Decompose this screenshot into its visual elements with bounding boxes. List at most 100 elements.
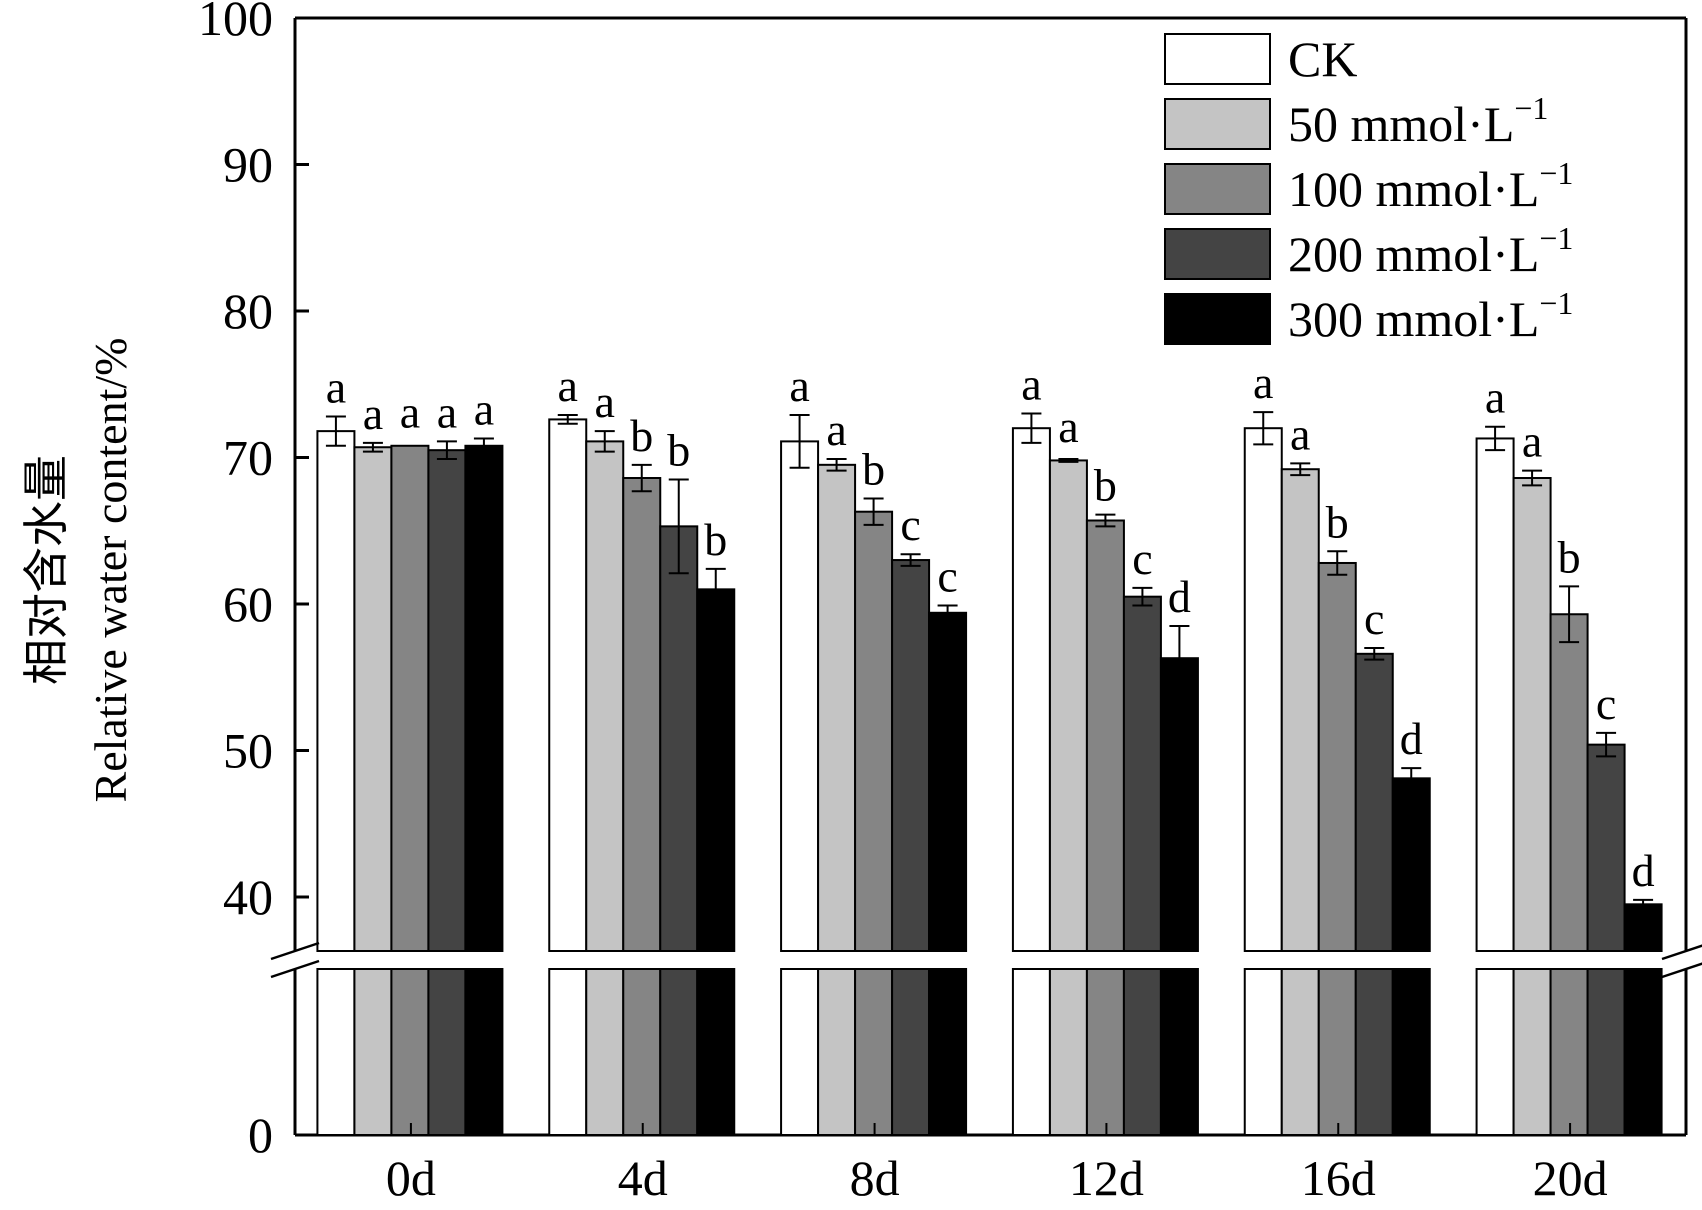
x-tick-label: 4d [618, 1150, 668, 1206]
axis-break-mark [1661, 944, 1702, 961]
significance-label: c [1132, 533, 1152, 584]
bar [1317, 561, 1357, 952]
significance-label: b [704, 514, 727, 565]
bar-lower-segment [659, 968, 699, 1136]
bar [1586, 743, 1626, 953]
significance-label: b [862, 444, 885, 495]
significance-label: a [1485, 372, 1505, 423]
legend-label-main: 100 mmol·L [1288, 161, 1539, 217]
bar-lower-segment [316, 968, 356, 1136]
bar-lower-segment [1011, 968, 1051, 1136]
bar [891, 559, 931, 952]
bar-lower-segment [1354, 968, 1394, 1136]
bar [1280, 468, 1320, 952]
bar-lower-segment [1048, 968, 1088, 1136]
bar [1159, 657, 1199, 953]
bar [316, 430, 356, 952]
bar [780, 440, 820, 952]
bar [464, 444, 504, 952]
significance-label: b [1558, 531, 1581, 582]
y-axis-title: 相对含水量 Relative water content/% [21, 338, 136, 803]
significance-label: a [1021, 359, 1041, 410]
y-tick-label: 80 [223, 283, 273, 339]
y-tick-label: 50 [223, 723, 273, 779]
bar-lower-segment [1159, 968, 1199, 1136]
bar-lower-segment [891, 968, 931, 1136]
legend-swatch [1164, 293, 1271, 345]
y-axis-label-en: Relative water content/% [85, 338, 136, 803]
bar [1243, 427, 1283, 952]
bar [696, 588, 736, 952]
legend-label-main: 300 mmol·L [1288, 291, 1539, 347]
bar-lower-segment [1085, 968, 1125, 1136]
legend-swatch [1164, 98, 1271, 150]
bar-lower-segment [817, 968, 857, 1136]
significance-label: a [1058, 401, 1078, 452]
bar [390, 444, 430, 952]
legend-label: 50 mmol·L−1 [1288, 90, 1548, 152]
significance-label: a [326, 361, 346, 412]
x-tick-label: 0d [386, 1150, 436, 1206]
significance-label: a [595, 376, 615, 427]
bar [1048, 459, 1088, 952]
bar-lower-segment [548, 968, 588, 1136]
bar [1011, 427, 1051, 952]
significance-label: c [937, 550, 957, 601]
bar-lower-segment [390, 968, 430, 1136]
significance-label: a [826, 404, 846, 455]
bar-lower-segment [622, 968, 662, 1136]
bar-lower-segment [854, 968, 894, 1136]
significance-label: a [474, 383, 494, 434]
x-tick-label: 8d [850, 1150, 900, 1206]
bar [427, 449, 467, 952]
bar-lower-segment [1475, 968, 1515, 1136]
bar-lower-segment [928, 968, 968, 1136]
bar [659, 525, 699, 952]
y-tick-label: 70 [223, 430, 273, 486]
bar-lower-segment [1512, 968, 1552, 1136]
axis-break-mark [270, 959, 320, 979]
bar-lower-segment [464, 968, 504, 1136]
significance-label: a [400, 386, 420, 437]
y-tick-label: 90 [223, 137, 273, 193]
bar [1122, 595, 1162, 952]
bar [817, 463, 857, 952]
bar [353, 446, 393, 952]
bar-lower-segment [1391, 968, 1431, 1136]
bar-lower-segment [780, 968, 820, 1136]
axis-break-mark [1661, 962, 1702, 979]
bar-lower-segment [353, 968, 393, 1136]
significance-label: a [1290, 408, 1310, 459]
significance-label: c [1364, 593, 1384, 644]
legend-label-main: CK [1288, 31, 1357, 87]
bar-lower-segment [1623, 968, 1663, 1136]
y-tick-label: 0 [248, 1107, 273, 1163]
y-axis-label-cn: 相对含水量 [21, 455, 72, 685]
bar [1623, 903, 1663, 953]
significance-label: c [900, 499, 920, 550]
legend-label-sup: −1 [1539, 285, 1573, 321]
bar [1085, 519, 1125, 952]
significance-label: a [363, 388, 383, 439]
significance-label: b [667, 424, 690, 475]
bar-lower-segment [427, 968, 467, 1136]
axis-break-gap [265, 952, 325, 968]
significance-label: b [1326, 496, 1349, 547]
bar-lower-segment [1549, 968, 1589, 1136]
bar [1512, 477, 1552, 952]
bar-lower-segment [1243, 968, 1283, 1136]
bar-lower-segment [1280, 968, 1320, 1136]
legend-label: CK [1288, 31, 1357, 87]
legend-label: 200 mmol·L−1 [1288, 220, 1573, 282]
bar-lower-segment [585, 968, 625, 1136]
legend-label: 100 mmol·L−1 [1288, 155, 1573, 217]
legend-swatch [1164, 33, 1271, 85]
legend-label-sup: −1 [1514, 90, 1548, 126]
bar-lower-segment [1586, 968, 1626, 1136]
significance-label: a [1522, 416, 1542, 467]
x-tick-label: 16d [1301, 1150, 1376, 1206]
bar [1391, 777, 1431, 953]
